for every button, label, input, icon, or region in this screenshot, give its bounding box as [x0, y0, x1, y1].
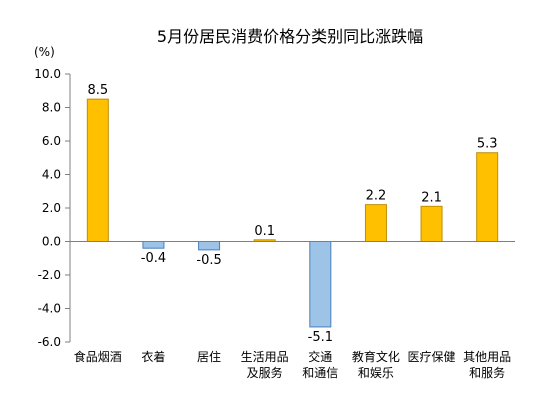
bar-value-label: 2.1 — [421, 190, 442, 205]
category-label: 食品烟酒 — [74, 349, 122, 364]
category-label: 生活用品 — [241, 350, 289, 364]
bar — [309, 241, 332, 328]
category-label: 教育文化 — [352, 349, 400, 364]
y-tick-label: 4.0 — [42, 168, 61, 182]
bar-value-label: -0.4 — [141, 251, 166, 266]
bar — [142, 241, 165, 249]
y-tick-label: 10.0 — [34, 67, 61, 81]
bar-value-label: 5.3 — [477, 137, 498, 152]
y-tick-label: 2.0 — [42, 201, 61, 215]
bar — [364, 204, 387, 242]
category-label: 交通 — [308, 349, 332, 364]
bar-value-label: -5.1 — [308, 330, 333, 345]
y-axis: 10.0 8.0 6.0 4.0 2.0 0.0 -2.0 -4.0 -6.0 — [34, 67, 70, 349]
y-tick-label: 6.0 — [42, 134, 61, 148]
y-axis-unit: (%) — [34, 45, 55, 59]
chart-title: 5月份居民消费价格分类别同比涨跌幅 — [157, 27, 423, 46]
category-label: 和娱乐 — [358, 366, 394, 380]
bar-value-label: 2.2 — [366, 189, 387, 204]
category-label: 医疗保健 — [408, 350, 456, 364]
category-label: 和服务 — [469, 365, 505, 380]
bar-value-label: 8.5 — [87, 83, 108, 98]
bar — [198, 241, 221, 251]
category-label: 和通信 — [302, 366, 338, 380]
y-tick-label: -4.0 — [38, 302, 61, 316]
y-tick-label: 0.0 — [42, 235, 61, 249]
y-tick-label: -2.0 — [38, 268, 61, 282]
category-label: 及服务 — [247, 365, 283, 380]
y-tick-label: -6.0 — [38, 335, 61, 349]
bar-value-label: -0.5 — [196, 253, 221, 268]
category-label: 居住 — [197, 350, 221, 364]
bar — [476, 152, 499, 243]
bar — [420, 205, 443, 242]
value-labels: 8.5 -0.4 -0.5 0.1 -5.1 2.2 2.1 5.3 — [87, 83, 497, 345]
bar — [86, 98, 109, 242]
category-label: 衣着 — [141, 349, 165, 364]
category-label: 其他用品 — [463, 350, 511, 364]
bar-value-label: 0.1 — [254, 224, 275, 239]
bars — [86, 98, 499, 328]
y-tick-label: 8.0 — [42, 101, 61, 115]
